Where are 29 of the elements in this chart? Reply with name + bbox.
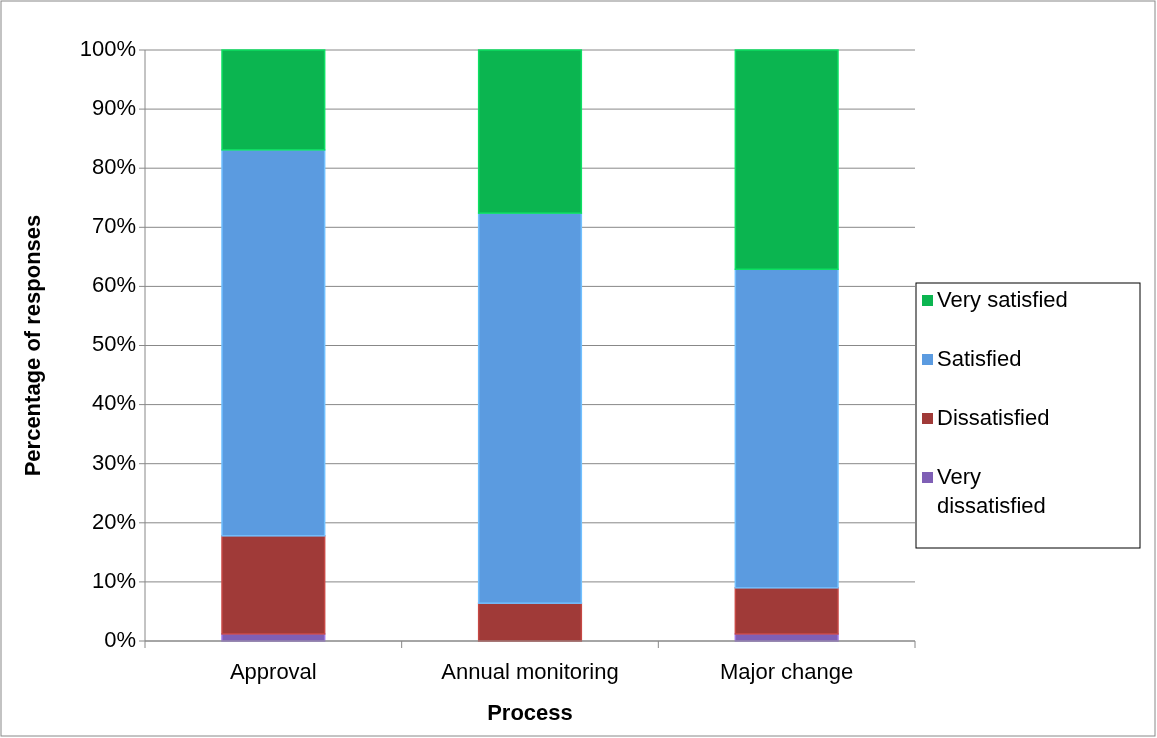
y-tick-label: 60% <box>91 272 136 298</box>
y-tick-label: 40% <box>91 390 136 416</box>
y-tick-label: 90% <box>91 94 136 120</box>
y-tick-label: 10% <box>91 567 136 593</box>
y-tick-label: 0% <box>104 626 136 652</box>
legend-label: Satisfied <box>937 345 1022 371</box>
bar <box>734 587 839 635</box>
legend-label: Dissatisfied <box>937 404 1050 430</box>
y-tick-label: 80% <box>91 154 136 180</box>
legend-label: Very satisfied <box>937 286 1068 312</box>
bar <box>477 212 583 604</box>
y-tick-label: 70% <box>91 213 136 239</box>
y-tick-label: 100% <box>79 35 136 61</box>
bar <box>477 49 583 214</box>
bar <box>221 149 326 537</box>
y-tick-label: 20% <box>91 508 136 534</box>
x-axis-title: Process <box>487 700 573 725</box>
x-tick-label: Major change <box>720 659 854 684</box>
bar <box>221 49 326 151</box>
bar <box>734 49 839 271</box>
x-tick-label: Annual monitoring <box>441 659 619 684</box>
y-axis-title: Percentage of responses <box>20 214 45 477</box>
y-tick-label: 30% <box>91 449 136 475</box>
y-tick-label: 50% <box>91 331 136 357</box>
x-tick-label: Approval <box>229 659 317 684</box>
bar <box>221 535 326 635</box>
legend-label: Very dissatisfied <box>937 463 1046 518</box>
bar <box>734 268 839 589</box>
bar <box>477 602 583 642</box>
